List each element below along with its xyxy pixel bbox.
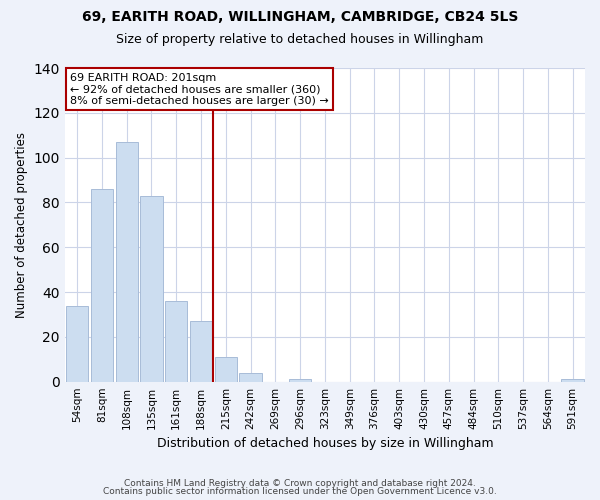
Text: 69 EARITH ROAD: 201sqm
← 92% of detached houses are smaller (360)
8% of semi-det: 69 EARITH ROAD: 201sqm ← 92% of detached… bbox=[70, 72, 329, 106]
Bar bbox=[239, 372, 262, 382]
Bar bbox=[165, 301, 187, 382]
Text: Contains public sector information licensed under the Open Government Licence v3: Contains public sector information licen… bbox=[103, 487, 497, 496]
Bar bbox=[91, 189, 113, 382]
Text: Size of property relative to detached houses in Willingham: Size of property relative to detached ho… bbox=[116, 32, 484, 46]
Bar bbox=[66, 306, 88, 382]
Text: Contains HM Land Registry data © Crown copyright and database right 2024.: Contains HM Land Registry data © Crown c… bbox=[124, 478, 476, 488]
X-axis label: Distribution of detached houses by size in Willingham: Distribution of detached houses by size … bbox=[157, 437, 493, 450]
Bar bbox=[562, 380, 584, 382]
Bar bbox=[116, 142, 138, 382]
Bar bbox=[190, 321, 212, 382]
Bar bbox=[215, 357, 237, 382]
Y-axis label: Number of detached properties: Number of detached properties bbox=[15, 132, 28, 318]
Bar bbox=[289, 380, 311, 382]
Text: 69, EARITH ROAD, WILLINGHAM, CAMBRIDGE, CB24 5LS: 69, EARITH ROAD, WILLINGHAM, CAMBRIDGE, … bbox=[82, 10, 518, 24]
Bar bbox=[140, 196, 163, 382]
